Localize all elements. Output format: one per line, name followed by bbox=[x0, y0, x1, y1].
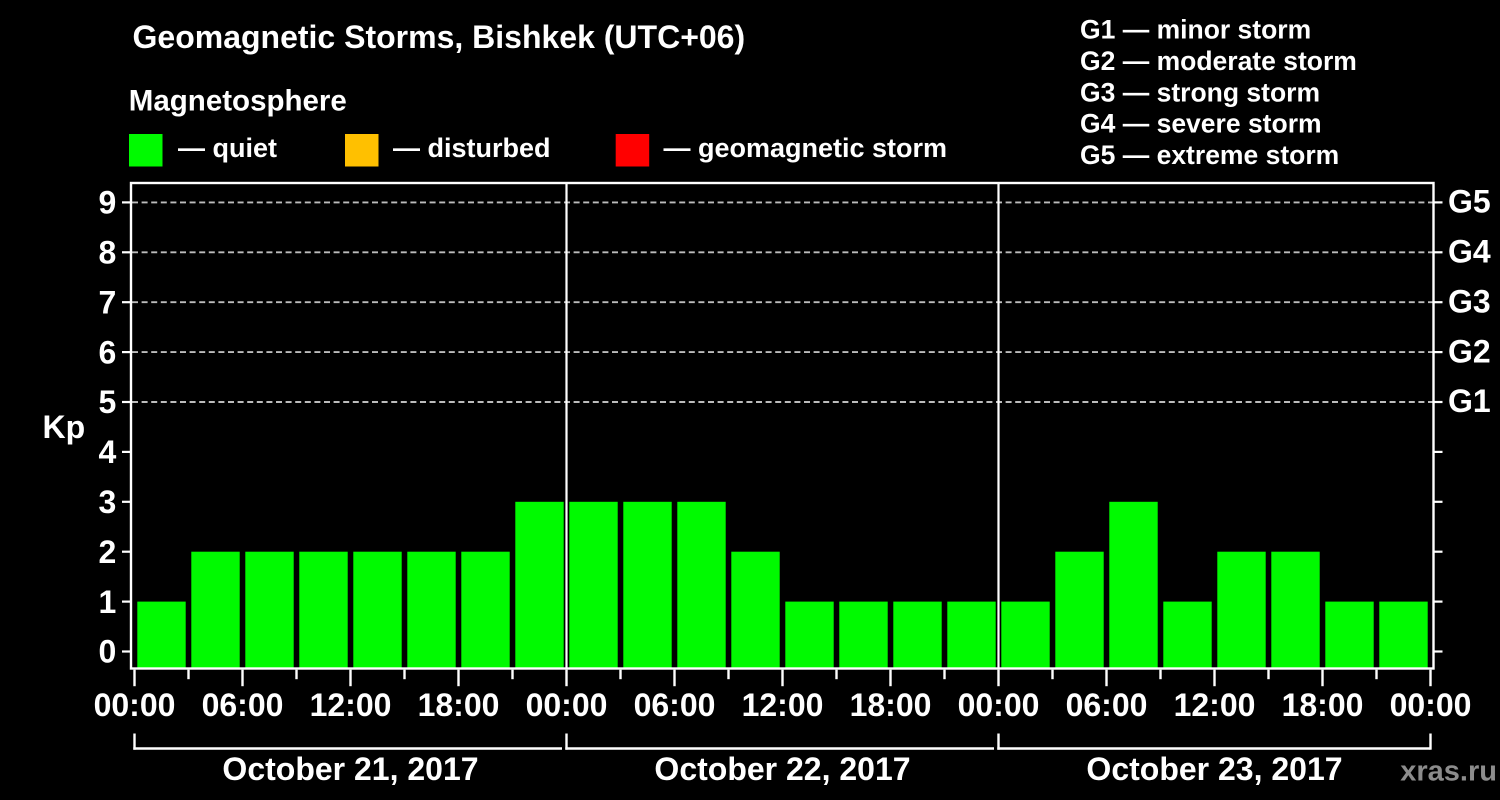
svg-text:— quiet: — quiet bbox=[178, 133, 277, 163]
svg-text:9: 9 bbox=[99, 185, 117, 221]
svg-text:18:00: 18:00 bbox=[418, 687, 500, 723]
svg-text:12:00: 12:00 bbox=[310, 687, 392, 723]
svg-text:00:00: 00:00 bbox=[94, 687, 176, 723]
svg-text:12:00: 12:00 bbox=[742, 687, 824, 723]
svg-text:G3: G3 bbox=[1448, 283, 1491, 319]
svg-text:October 23, 2017: October 23, 2017 bbox=[1086, 751, 1342, 787]
svg-text:Kp: Kp bbox=[43, 409, 86, 445]
svg-text:G5: G5 bbox=[1448, 184, 1491, 220]
svg-text:G2: G2 bbox=[1448, 333, 1491, 369]
svg-text:0: 0 bbox=[99, 634, 117, 670]
svg-text:06:00: 06:00 bbox=[634, 687, 716, 723]
svg-text:6: 6 bbox=[99, 334, 117, 370]
svg-text:8: 8 bbox=[99, 235, 117, 271]
svg-text:5: 5 bbox=[99, 384, 117, 420]
svg-text:18:00: 18:00 bbox=[850, 687, 932, 723]
svg-text:Geomagnetic Storms, Bishkek (U: Geomagnetic Storms, Bishkek (UTC+06) bbox=[133, 19, 746, 55]
svg-text:1: 1 bbox=[99, 584, 117, 620]
svg-text:12:00: 12:00 bbox=[1174, 687, 1256, 723]
svg-text:4: 4 bbox=[99, 434, 117, 470]
svg-text:00:00: 00:00 bbox=[1390, 687, 1472, 723]
svg-text:Magnetosphere: Magnetosphere bbox=[129, 84, 347, 117]
svg-text:2: 2 bbox=[99, 534, 117, 570]
svg-text:G1: G1 bbox=[1448, 383, 1491, 419]
svg-text:06:00: 06:00 bbox=[202, 687, 284, 723]
svg-text:G4: G4 bbox=[1448, 234, 1491, 270]
svg-text:October 21, 2017: October 21, 2017 bbox=[222, 751, 478, 787]
svg-text:3: 3 bbox=[99, 484, 117, 520]
svg-text:October 22, 2017: October 22, 2017 bbox=[654, 751, 910, 787]
svg-text:G3 — strong storm: G3 — strong storm bbox=[1080, 77, 1320, 107]
svg-text:xras.ru: xras.ru bbox=[1400, 756, 1497, 788]
svg-text:— disturbed: — disturbed bbox=[393, 133, 551, 163]
svg-text:G2 — moderate storm: G2 — moderate storm bbox=[1080, 46, 1357, 76]
svg-text:18:00: 18:00 bbox=[1282, 687, 1364, 723]
svg-text:7: 7 bbox=[99, 284, 117, 320]
svg-text:06:00: 06:00 bbox=[1066, 687, 1148, 723]
svg-text:G1 — minor storm: G1 — minor storm bbox=[1080, 15, 1311, 45]
svg-text:00:00: 00:00 bbox=[958, 687, 1040, 723]
svg-text:— geomagnetic storm: — geomagnetic storm bbox=[664, 133, 948, 163]
svg-text:00:00: 00:00 bbox=[526, 687, 608, 723]
svg-text:G4 — severe storm: G4 — severe storm bbox=[1080, 109, 1322, 139]
svg-text:G5 — extreme storm: G5 — extreme storm bbox=[1080, 140, 1339, 170]
